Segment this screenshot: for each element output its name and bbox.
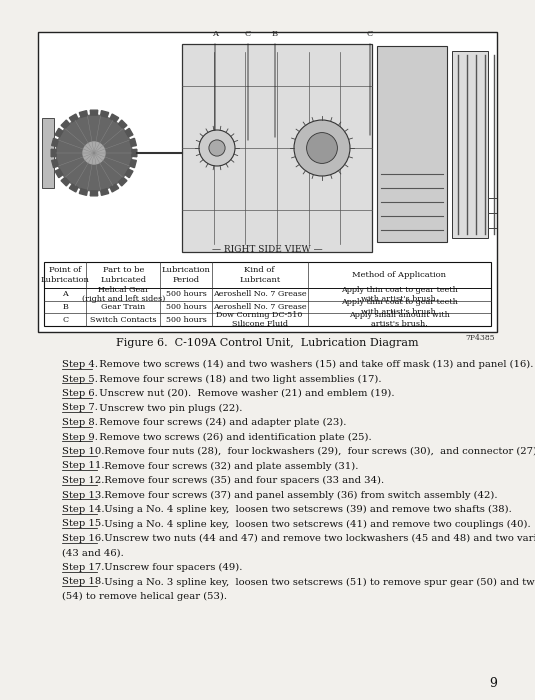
Text: Step 17.: Step 17. [62, 563, 104, 572]
Text: B: B [62, 303, 68, 311]
Text: 9: 9 [489, 677, 497, 690]
Circle shape [209, 140, 225, 156]
Text: Method of Application: Method of Application [353, 271, 446, 279]
Polygon shape [55, 128, 63, 137]
Polygon shape [61, 177, 70, 186]
Bar [44, 262, 491, 326]
Text: Remove four nuts (28),  four lockwashers (29),  four screws (30),  and connector: Remove four nuts (28), four lockwashers … [98, 447, 535, 456]
Text: Apply small amount with
artist's brush.: Apply small amount with artist's brush. [349, 311, 450, 328]
Polygon shape [90, 110, 98, 115]
Circle shape [307, 132, 338, 163]
Text: Step 13.: Step 13. [62, 491, 104, 500]
Polygon shape [129, 160, 136, 168]
Text: Figure 6.  C-109A Control Unit,  Lubrication Diagram: Figure 6. C-109A Control Unit, Lubricati… [116, 338, 419, 348]
Text: Aeroshell No. 7 Grease: Aeroshell No. 7 Grease [213, 290, 307, 298]
Text: Remove two screws (26) and identification plate (25).: Remove two screws (26) and identificatio… [93, 433, 372, 442]
Polygon shape [118, 120, 127, 129]
Text: Step 12.: Step 12. [62, 476, 104, 485]
Text: Aeroshell No. 7 Grease: Aeroshell No. 7 Grease [213, 303, 307, 311]
Polygon shape [79, 189, 87, 195]
Polygon shape [51, 149, 56, 157]
Text: Step 6.: Step 6. [62, 389, 98, 398]
Text: Apply thin coat to gear teeth
with artist's brush.: Apply thin coat to gear teeth with artis… [341, 286, 458, 303]
Text: Helical Gear
(right and left sides): Helical Gear (right and left sides) [82, 286, 165, 303]
Polygon shape [79, 111, 87, 118]
Text: Step 16.: Step 16. [62, 534, 104, 543]
Circle shape [294, 120, 350, 176]
Bar [182, 44, 372, 252]
Text: Remove four screws (35) and four spacers (33 and 34).: Remove four screws (35) and four spacers… [98, 476, 384, 485]
Text: 500 hours: 500 hours [165, 290, 207, 298]
Text: C: C [62, 316, 68, 323]
Polygon shape [55, 169, 63, 178]
Polygon shape [52, 139, 58, 146]
Polygon shape [52, 160, 58, 168]
Text: Part to be
Lubricated: Part to be Lubricated [100, 267, 147, 284]
Text: Using a No. 4 spline key,  loosen two setscrews (39) and remove two shafts (38).: Using a No. 4 spline key, loosen two set… [98, 505, 512, 514]
Text: Step 4.: Step 4. [62, 360, 98, 369]
Text: Gear Train: Gear Train [101, 303, 146, 311]
Bar [377, 46, 447, 242]
Text: 500 hours: 500 hours [165, 316, 207, 323]
Text: (43 and 46).: (43 and 46). [62, 549, 124, 557]
Text: Using a No. 4 spline key,  loosen two setscrews (41) and remove two couplings (4: Using a No. 4 spline key, loosen two set… [98, 519, 531, 528]
Text: Step 15.: Step 15. [62, 519, 104, 528]
Text: Step 18.: Step 18. [62, 578, 104, 587]
Text: Step 7.: Step 7. [62, 403, 98, 412]
Text: Remove two screws (14) and two washers (15) and take off mask (13) and panel (16: Remove two screws (14) and two washers (… [93, 360, 533, 369]
Circle shape [199, 130, 235, 166]
Circle shape [56, 115, 132, 191]
Polygon shape [125, 128, 133, 137]
Polygon shape [125, 169, 133, 178]
Polygon shape [101, 111, 109, 118]
Text: Apply thin coat to gear teeth
with artist's brush.: Apply thin coat to gear teeth with artis… [341, 298, 458, 316]
Text: Remove four screws (24) and adapter plate (23).: Remove four screws (24) and adapter plat… [93, 418, 346, 427]
Text: 7P4385: 7P4385 [465, 334, 495, 342]
Polygon shape [70, 114, 78, 122]
Polygon shape [101, 189, 109, 195]
Bar [452, 51, 488, 238]
Text: Dow Corning DC-510
Silicone Fluid: Dow Corning DC-510 Silicone Fluid [217, 311, 303, 328]
Text: Remove four screws (32) and plate assembly (31).: Remove four screws (32) and plate assemb… [98, 461, 358, 470]
Text: Remove four screws (18) and two light assemblies (17).: Remove four screws (18) and two light as… [93, 374, 381, 384]
Text: Point of
Lubrication: Point of Lubrication [41, 267, 90, 284]
Text: Step 14.: Step 14. [62, 505, 104, 514]
Polygon shape [70, 184, 78, 192]
Text: Step 5.: Step 5. [62, 374, 98, 384]
Text: — RIGHT SIDE VIEW —: — RIGHT SIDE VIEW — [212, 245, 323, 254]
Polygon shape [132, 149, 137, 157]
Text: Step 11.: Step 11. [62, 461, 104, 470]
Text: Step 10.: Step 10. [62, 447, 104, 456]
Text: Remove four screws (37) and panel assembly (36) from switch assembly (42).: Remove four screws (37) and panel assemb… [98, 491, 498, 500]
Text: B: B [272, 30, 278, 38]
Bar [38, 32, 497, 332]
Text: C: C [367, 30, 373, 38]
Text: Unscrew two nuts (44 and 47) and remove two lockwashers (45 and 48) and two vari: Unscrew two nuts (44 and 47) and remove … [98, 534, 535, 543]
Polygon shape [129, 139, 136, 146]
Text: A: A [63, 290, 68, 298]
Text: Lubrication
Period: Lubrication Period [162, 267, 210, 284]
Text: Using a No. 3 spline key,  loosen two setscrews (51) to remove spur gear (50) an: Using a No. 3 spline key, loosen two set… [98, 578, 535, 587]
Polygon shape [61, 120, 70, 129]
Text: Unscrew four spacers (49).: Unscrew four spacers (49). [98, 563, 242, 572]
Polygon shape [110, 114, 119, 122]
Text: A: A [212, 30, 218, 38]
Polygon shape [118, 177, 127, 186]
Text: (54) to remove helical gear (53).: (54) to remove helical gear (53). [62, 592, 227, 601]
Polygon shape [110, 184, 119, 192]
Text: Unscrew nut (20).  Remove washer (21) and emblem (19).: Unscrew nut (20). Remove washer (21) and… [93, 389, 394, 398]
Text: Switch Contacts: Switch Contacts [90, 316, 157, 323]
Text: Step 8.: Step 8. [62, 418, 98, 427]
Polygon shape [90, 191, 98, 196]
Text: 500 hours: 500 hours [165, 303, 207, 311]
Bar [42, 118, 54, 188]
Circle shape [83, 142, 105, 164]
Text: C: C [245, 30, 251, 38]
Text: Unscrew two pin plugs (22).: Unscrew two pin plugs (22). [93, 403, 242, 412]
Text: Kind of
Lubricant: Kind of Lubricant [239, 267, 280, 284]
Text: Step 9.: Step 9. [62, 433, 98, 442]
Bar [44, 262, 491, 326]
